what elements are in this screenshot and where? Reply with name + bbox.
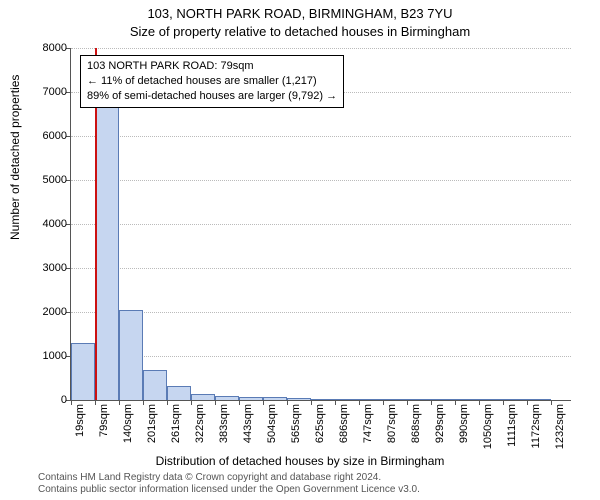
attribution-text: Contains HM Land Registry data © Crown c…: [38, 472, 420, 496]
histogram-bar: [311, 399, 335, 400]
gridline-h: [71, 48, 571, 49]
xtick-label: 383sqm: [218, 404, 230, 454]
histogram-bar: [119, 310, 143, 400]
histogram-bar: [167, 386, 191, 400]
histogram-bar: [71, 343, 95, 400]
gridline-h: [71, 356, 571, 357]
histogram-bar: [527, 399, 551, 400]
ytick-label: 4000: [27, 218, 67, 230]
histogram-bar: [95, 92, 119, 400]
xtick-label: 807sqm: [386, 404, 398, 454]
xtick-mark: [431, 400, 432, 405]
xtick-mark: [311, 400, 312, 405]
xtick-mark: [215, 400, 216, 405]
histogram-bar: [335, 399, 359, 400]
gridline-h: [71, 312, 571, 313]
xtick-label: 929sqm: [434, 404, 446, 454]
x-axis-label: Distribution of detached houses by size …: [0, 454, 600, 468]
histogram-bar: [143, 370, 167, 400]
ytick-label: 3000: [27, 262, 67, 274]
xtick-mark: [167, 400, 168, 405]
attribution-line1: Contains HM Land Registry data © Crown c…: [38, 472, 420, 484]
xtick-mark: [455, 400, 456, 405]
gridline-h: [71, 180, 571, 181]
page-title-line2: Size of property relative to detached ho…: [0, 24, 600, 39]
histogram-bar: [503, 399, 527, 400]
page-title-line1: 103, NORTH PARK ROAD, BIRMINGHAM, B23 7Y…: [0, 6, 600, 21]
annotation-line1: 103 NORTH PARK ROAD: 79sqm: [87, 59, 337, 74]
xtick-label: 1172sqm: [530, 404, 542, 454]
xtick-label: 868sqm: [410, 404, 422, 454]
histogram-bar: [191, 394, 215, 400]
histogram-bar: [215, 396, 239, 400]
histogram-bar: [479, 399, 503, 400]
histogram-bar: [359, 399, 383, 400]
xtick-mark: [119, 400, 120, 405]
ytick-label: 0: [27, 394, 67, 406]
xtick-label: 1050sqm: [482, 404, 494, 454]
annotation-line3: 89% of semi-detached houses are larger (…: [87, 89, 337, 104]
y-axis-label: Number of detached properties: [8, 75, 22, 240]
xtick-mark: [95, 400, 96, 405]
ytick-label: 1000: [27, 350, 67, 362]
ytick-label: 8000: [27, 42, 67, 54]
annotation-line2: ← 11% of detached houses are smaller (1,…: [87, 74, 337, 89]
xtick-label: 201sqm: [146, 404, 158, 454]
xtick-mark: [191, 400, 192, 405]
xtick-label: 1111sqm: [506, 404, 518, 454]
xtick-label: 322sqm: [194, 404, 206, 454]
xtick-mark: [239, 400, 240, 405]
histogram-bar: [455, 399, 479, 400]
xtick-mark: [335, 400, 336, 405]
attribution-line2: Contains public sector information licen…: [38, 484, 420, 496]
xtick-mark: [71, 400, 72, 405]
gridline-h: [71, 136, 571, 137]
xtick-label: 990sqm: [458, 404, 470, 454]
xtick-label: 504sqm: [266, 404, 278, 454]
histogram-bar: [407, 399, 431, 400]
xtick-label: 443sqm: [242, 404, 254, 454]
xtick-mark: [143, 400, 144, 405]
xtick-mark: [503, 400, 504, 405]
xtick-label: 79sqm: [98, 404, 110, 454]
xtick-label: 19sqm: [74, 404, 86, 454]
gridline-h: [71, 224, 571, 225]
histogram-bar: [239, 397, 263, 400]
xtick-mark: [263, 400, 264, 405]
ytick-label: 2000: [27, 306, 67, 318]
xtick-mark: [287, 400, 288, 405]
xtick-label: 565sqm: [290, 404, 302, 454]
xtick-mark: [551, 400, 552, 405]
histogram-bar: [287, 398, 311, 400]
xtick-mark: [407, 400, 408, 405]
ytick-label: 5000: [27, 174, 67, 186]
xtick-label: 625sqm: [314, 404, 326, 454]
xtick-mark: [359, 400, 360, 405]
property-annotation-box: 103 NORTH PARK ROAD: 79sqm ← 11% of deta…: [80, 55, 344, 108]
xtick-label: 140sqm: [122, 404, 134, 454]
xtick-label: 261sqm: [170, 404, 182, 454]
ytick-label: 7000: [27, 86, 67, 98]
histogram-bar: [263, 397, 287, 400]
xtick-label: 747sqm: [362, 404, 374, 454]
xtick-mark: [383, 400, 384, 405]
ytick-label: 6000: [27, 130, 67, 142]
histogram-bar: [431, 399, 455, 400]
xtick-label: 1232sqm: [554, 404, 566, 454]
xtick-mark: [527, 400, 528, 405]
histogram-bar: [383, 399, 407, 400]
xtick-mark: [479, 400, 480, 405]
gridline-h: [71, 268, 571, 269]
xtick-label: 686sqm: [338, 404, 350, 454]
